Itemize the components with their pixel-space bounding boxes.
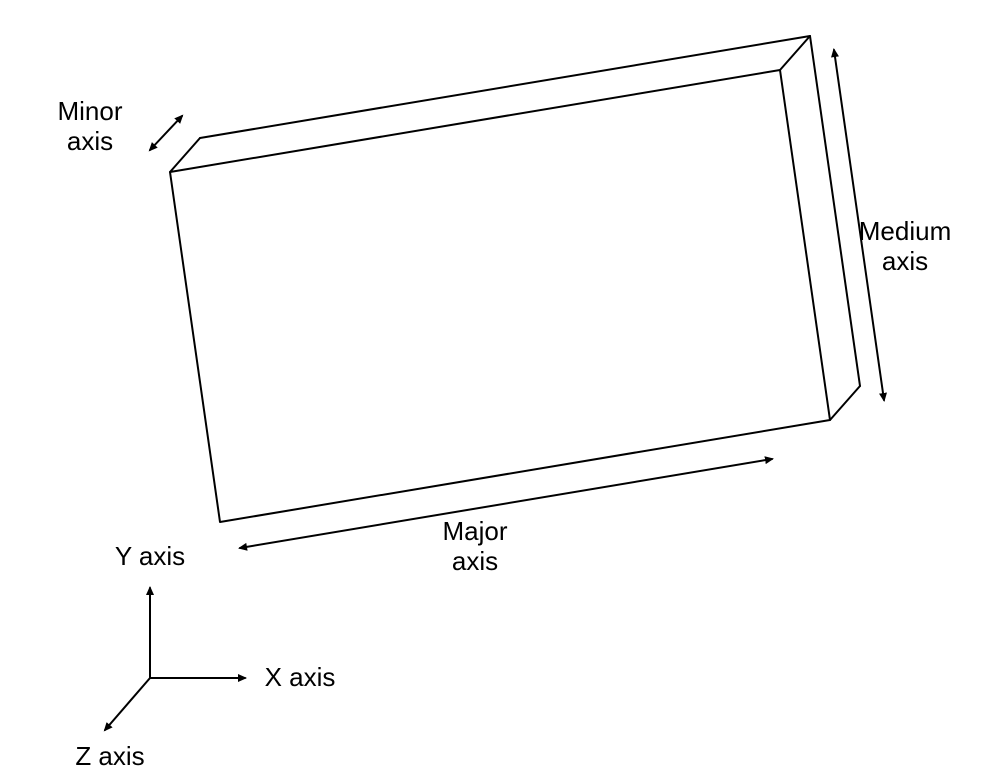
y-axis-label: Y axis: [115, 541, 185, 571]
minor-axis-label: axis: [67, 126, 113, 156]
box-right-edge: [830, 386, 860, 420]
major-axis-label: Major: [442, 516, 507, 546]
medium-axis-label: Medium: [859, 216, 951, 246]
z-axis-label: Z axis: [75, 741, 144, 771]
minor-axis-label: Minor: [57, 96, 122, 126]
diagram-layer: MinoraxisMajoraxisMediumaxisY axisX axis…: [57, 36, 951, 771]
box-top-edge: [200, 36, 810, 138]
major-axis-label: axis: [452, 546, 498, 576]
box-front-face: [170, 70, 830, 522]
diagram-canvas: MinoraxisMajoraxisMediumaxisY axisX axis…: [0, 0, 992, 780]
x-axis-label: X axis: [265, 662, 336, 692]
z-axis-arrow: [105, 678, 150, 730]
minor-axis-arrow: [150, 116, 182, 150]
medium-axis-label: axis: [882, 246, 928, 276]
